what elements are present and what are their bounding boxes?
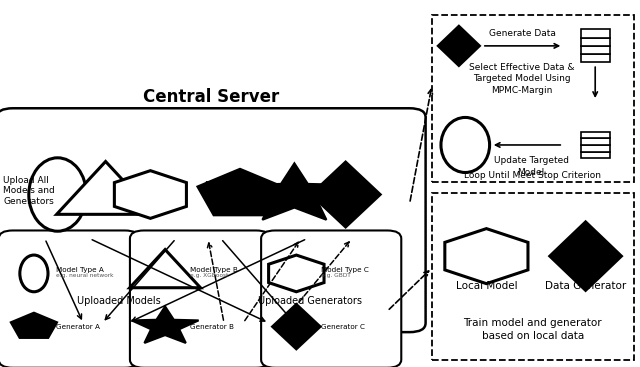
Polygon shape — [132, 306, 198, 343]
Polygon shape — [269, 255, 324, 292]
Text: Loop Until Meet Stop Criterion: Loop Until Meet Stop Criterion — [464, 171, 602, 180]
Text: Local Model: Local Model — [456, 281, 517, 291]
Polygon shape — [197, 169, 283, 215]
Ellipse shape — [441, 117, 490, 172]
Polygon shape — [243, 163, 346, 220]
Text: Uploaded Models: Uploaded Models — [77, 296, 160, 306]
Text: e.g. XGBoost: e.g. XGBoost — [190, 273, 228, 279]
Polygon shape — [11, 313, 57, 338]
Text: Model Type B: Model Type B — [190, 267, 238, 273]
FancyBboxPatch shape — [0, 230, 139, 367]
Text: Generate Data: Generate Data — [490, 29, 556, 38]
Text: Data Generator: Data Generator — [545, 281, 626, 291]
Bar — [581, 38, 610, 46]
Text: Select Effective Data &
Targeted Model Using
MPMC-Margin: Select Effective Data & Targeted Model U… — [469, 63, 574, 95]
Polygon shape — [57, 161, 155, 214]
Text: e.g. GBDT: e.g. GBDT — [321, 273, 351, 279]
Text: Update Targeted
Model: Update Targeted Model — [493, 156, 569, 177]
Text: Model Type A: Model Type A — [56, 267, 104, 273]
Polygon shape — [549, 221, 622, 291]
Bar — [432, 15, 634, 182]
Bar — [581, 152, 610, 158]
Bar — [581, 132, 610, 138]
FancyBboxPatch shape — [0, 108, 426, 332]
Text: Uploaded Generators: Uploaded Generators — [259, 296, 362, 306]
Bar — [432, 193, 634, 360]
Bar — [581, 29, 610, 38]
Ellipse shape — [20, 255, 48, 292]
Text: Generator C: Generator C — [321, 324, 365, 330]
Text: Central Server: Central Server — [143, 88, 279, 106]
Polygon shape — [272, 304, 321, 349]
Bar — [581, 138, 610, 145]
Text: Train model and generator
based on local data: Train model and generator based on local… — [463, 318, 602, 341]
Polygon shape — [115, 171, 186, 218]
Polygon shape — [445, 229, 528, 284]
FancyBboxPatch shape — [130, 230, 270, 367]
Ellipse shape — [29, 158, 86, 231]
Text: Generator B: Generator B — [190, 324, 234, 330]
Text: Model Type C: Model Type C — [321, 267, 369, 273]
Text: e.g. neural network: e.g. neural network — [56, 273, 114, 279]
Polygon shape — [310, 161, 381, 228]
Polygon shape — [130, 250, 200, 288]
FancyBboxPatch shape — [261, 230, 401, 367]
Bar — [581, 145, 610, 152]
Text: Generator A: Generator A — [56, 324, 100, 330]
Bar — [581, 46, 610, 54]
Text: Download Trained
Models: Download Trained Models — [205, 181, 285, 200]
Bar — [581, 54, 610, 62]
Polygon shape — [438, 26, 480, 66]
Text: Upload All
Models and
Generators: Upload All Models and Generators — [3, 176, 55, 206]
